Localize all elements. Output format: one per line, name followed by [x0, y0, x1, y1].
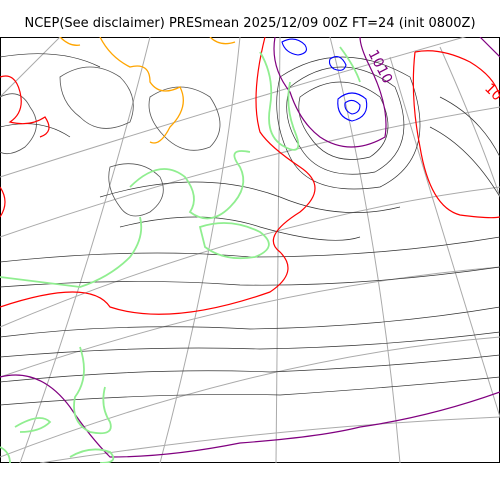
isobar: [0, 354, 500, 383]
isobar: [439, 96, 500, 158]
precip-orange: [59, 37, 236, 144]
latitude-line: [0, 266, 500, 378]
isobar: [119, 216, 361, 241]
precip-contour-orange: [209, 37, 236, 45]
isobar: [0, 53, 101, 68]
isobars-blue: [281, 38, 368, 122]
map-frame: [0, 37, 500, 463]
isobar-blue: [281, 38, 307, 56]
isobar: [0, 331, 500, 358]
longitude-line: [329, 37, 401, 463]
precip-contour-orange: [59, 37, 81, 46]
isobar: [0, 376, 500, 406]
pressure-map: 1010 10: [0, 37, 500, 463]
precip-contour: [69, 448, 115, 463]
isobar-purple-south: [0, 374, 500, 458]
latitude-line: [0, 186, 500, 328]
isobar-blue: [337, 92, 368, 122]
isobar: [0, 266, 500, 288]
isobar: [99, 181, 401, 213]
precip-contour: [198, 222, 270, 260]
longitude-line: [389, 56, 500, 418]
coastline: [108, 163, 164, 217]
isobar: [0, 306, 500, 338]
longitude-line: [439, 46, 500, 198]
isobar-red-1008-east2: [412, 51, 500, 219]
isobar: [276, 56, 421, 190]
isobar-red-1008: [0, 37, 316, 315]
precip-green: [0, 46, 361, 463]
precip-contour: [129, 150, 251, 220]
coastlines: [0, 66, 221, 217]
precip-contour: [339, 46, 361, 83]
isobars-red: [0, 37, 500, 315]
precip-contour: [14, 417, 52, 433]
coastline: [0, 93, 37, 155]
isobar: [429, 126, 500, 198]
latitude-line: [0, 37, 467, 178]
precip-contour: [0, 216, 143, 288]
isobar-blue: [328, 56, 347, 71]
precip-contour: [73, 346, 112, 435]
precip-contour: [0, 446, 11, 463]
map-title: NCEP(See disclaimer) PRESmean 2025/12/09…: [24, 16, 476, 31]
isobar: [298, 81, 389, 160]
longitude-line: [159, 37, 241, 463]
longitude-line: [0, 37, 61, 98]
coastline: [59, 66, 134, 129]
precip-contour-orange: [99, 37, 184, 144]
latitude-line: [39, 416, 500, 463]
isobar-blue: [344, 99, 361, 115]
precip-contour: [259, 51, 300, 151]
isobar-red-west2: [0, 186, 6, 218]
latitude-line: [0, 106, 500, 238]
isobar-purple-ne: [479, 37, 500, 58]
isobar: [0, 123, 71, 138]
coastline: [148, 86, 221, 151]
isobar-red-west: [0, 75, 50, 138]
isobar-red-1008-east: [414, 50, 500, 98]
latitude-line: [0, 336, 500, 458]
